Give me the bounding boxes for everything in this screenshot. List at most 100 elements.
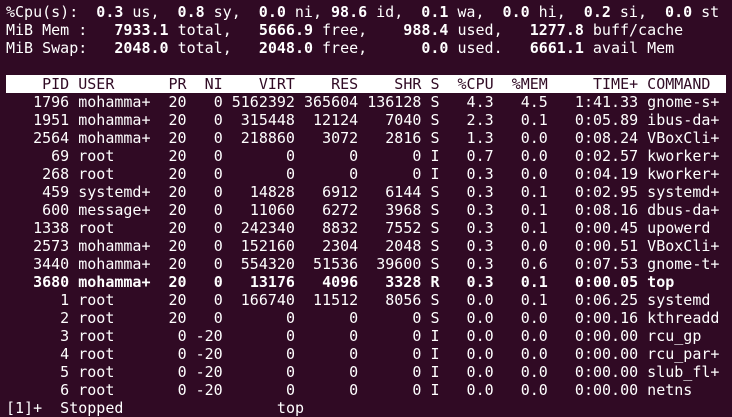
table-cell: rcu_par+ — [647, 345, 720, 363]
job-status: Stopped — [60, 399, 124, 417]
column-header: USER — [78, 75, 115, 93]
table-cell: 0.3 — [466, 219, 494, 237]
table-cell: S — [430, 291, 440, 309]
table-cell: 0 — [177, 363, 187, 381]
table-cell: 2 — [60, 309, 70, 327]
table-cell: 0 — [285, 381, 295, 399]
table-cell: 0.3 — [466, 255, 494, 273]
table-cell: 0.1 — [520, 183, 548, 201]
table-cell: 0.0 — [520, 381, 548, 399]
table-cell: 11060 — [249, 201, 295, 219]
process-row: 600 message+ 20 0 11060 6272 3968 S 0.3 0.1 0:08.1… — [6, 201, 726, 219]
table-cell: 0 — [349, 381, 359, 399]
table-cell: kthreadd — [647, 309, 720, 327]
table-cell: 20 — [168, 255, 187, 273]
table-cell: 554320 — [240, 255, 295, 273]
table-cell: S — [430, 255, 440, 273]
summary-unit: avail Mem — [592, 39, 675, 57]
summary-value: 7933.1 — [114, 21, 169, 39]
table-cell: 0 — [213, 237, 223, 255]
summary-value: 0.0 — [502, 3, 530, 21]
table-cell: I — [430, 363, 440, 381]
table-cell: 0 — [349, 345, 359, 363]
table-cell: root — [78, 327, 115, 345]
column-header: VIRT — [258, 75, 295, 93]
table-cell: S — [430, 111, 440, 129]
summary-unit: sy, — [213, 3, 241, 21]
table-cell: 4096 — [322, 273, 359, 291]
table-cell: 4.3 — [466, 93, 494, 111]
table-cell: 20 — [168, 111, 187, 129]
summary-value: 0.1 — [421, 3, 449, 21]
table-cell: 20 — [168, 147, 187, 165]
table-cell: mohamma+ — [78, 273, 151, 291]
table-cell: 0.0 — [466, 309, 494, 327]
table-cell: 0:00.00 — [574, 363, 639, 381]
table-cell: root — [78, 165, 115, 183]
table-cell: 14828 — [249, 183, 295, 201]
summary-value: 0.0 — [665, 3, 693, 21]
summary-unit: total, — [177, 21, 232, 39]
table-cell: I — [430, 381, 440, 399]
table-cell: 1796 — [33, 93, 70, 111]
table-cell: 2816 — [385, 129, 422, 147]
table-cell: ibus-da+ — [647, 111, 720, 129]
table-cell: mohamma+ — [78, 255, 151, 273]
table-cell: 2048 — [385, 237, 422, 255]
summary-value: 0.8 — [177, 3, 205, 21]
table-cell: 0:00.45 — [574, 219, 639, 237]
table-cell: 3072 — [322, 129, 359, 147]
table-cell: 3440 — [33, 255, 70, 273]
table-cell: 0 — [412, 327, 422, 345]
table-cell: 20 — [168, 219, 187, 237]
process-row: 268 root 20 0 0 0 0 I 0.3 0.0 0:04.19 kworker+ — [6, 165, 726, 183]
process-row: 1951 mohamma+ 20 0 315448 12124 7040 S 2.3 0.1 0:0… — [6, 111, 726, 129]
column-header: TIME+ — [592, 75, 639, 93]
table-cell: 0:00.00 — [574, 327, 639, 345]
summary-value: 988.4 — [403, 21, 449, 39]
table-cell: 20 — [168, 165, 187, 183]
table-cell: 3 — [60, 327, 70, 345]
table-cell: VBoxCli+ — [647, 129, 720, 147]
table-cell: 0.0 — [520, 129, 548, 147]
table-cell: 39600 — [376, 255, 422, 273]
table-cell: I — [430, 147, 440, 165]
table-cell: 6912 — [322, 183, 359, 201]
summary-value: 0.0 — [258, 3, 286, 21]
table-cell: 0:06.25 — [574, 291, 639, 309]
table-cell: 0 — [349, 363, 359, 381]
table-cell: 0 — [412, 309, 422, 327]
table-cell: root — [78, 309, 115, 327]
table-cell: mohamma+ — [78, 93, 151, 111]
table-cell: 20 — [168, 93, 187, 111]
table-cell: 315448 — [240, 111, 295, 129]
process-row: 3680 mohamma+ 20 0 13176 4096 3328 R 0.3 0.1 0:00.… — [6, 273, 726, 291]
table-cell: S — [430, 309, 440, 327]
table-cell: 5 — [60, 363, 70, 381]
table-cell: 0:02.95 — [574, 183, 639, 201]
table-cell: 69 — [51, 147, 70, 165]
table-cell: 2.3 — [466, 111, 494, 129]
table-cell: 152160 — [240, 237, 295, 255]
table-cell: 0 — [285, 345, 295, 363]
table-cell: S — [430, 219, 440, 237]
table-cell: 20 — [168, 183, 187, 201]
table-cell: 0.7 — [466, 147, 494, 165]
table-cell: 218860 — [240, 129, 295, 147]
summary-unit: id, — [376, 3, 404, 21]
table-cell: 0:00.00 — [574, 381, 639, 399]
table-cell: 1 — [60, 291, 70, 309]
summary-unit: used, — [457, 21, 503, 39]
table-cell: 0 — [412, 363, 422, 381]
table-cell: 0 — [412, 147, 422, 165]
summary-unit: st — [701, 3, 720, 21]
table-cell: top — [647, 273, 675, 291]
table-cell: 0:00.16 — [574, 309, 639, 327]
table-header: PID USER PR NI VIRT RES SHR S %CPU %MEM TIME+ COMMA… — [6, 75, 726, 93]
table-cell: 0:08.16 — [574, 201, 639, 219]
table-cell: 7552 — [385, 219, 422, 237]
process-row: 2 root 20 0 0 0 0 S 0.0 0.0 0:00.16 kthreadd — [6, 309, 726, 327]
table-cell: 166740 — [240, 291, 295, 309]
table-cell: -20 — [195, 345, 223, 363]
